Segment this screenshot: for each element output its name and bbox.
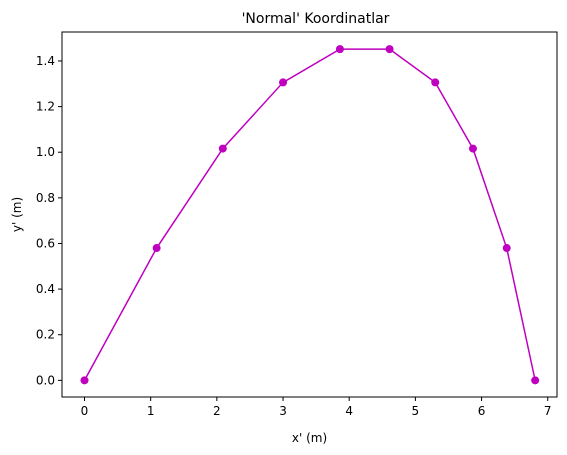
x-tick-label: 6 xyxy=(478,404,486,418)
x-axis-label: x' (m) xyxy=(292,431,327,445)
x-tick-label: 0 xyxy=(81,404,89,418)
y-tick-label: 0.2 xyxy=(36,328,55,342)
data-point xyxy=(218,144,227,153)
data-point xyxy=(468,144,477,153)
data-point xyxy=(502,244,511,253)
x-axis: 0 1 2 3 4 5 6 7 xyxy=(81,397,552,418)
data-point xyxy=(431,78,440,87)
y-axis-label: y' (m) xyxy=(10,197,24,232)
x-tick-label: 5 xyxy=(412,404,420,418)
x-tick-label: 4 xyxy=(345,404,353,418)
y-tick-label: 0.6 xyxy=(36,236,55,250)
y-tick-label: 0.8 xyxy=(36,191,55,205)
y-tick-label: 0.0 xyxy=(36,373,55,387)
x-tick-label: 7 xyxy=(544,404,552,418)
data-point xyxy=(385,45,394,54)
data-point xyxy=(531,376,540,385)
series-layer xyxy=(80,45,540,385)
x-tick-label: 3 xyxy=(279,404,287,418)
series-line xyxy=(83,48,536,381)
y-axis: 0.0 0.2 0.4 0.6 0.8 1.0 1.2 1.4 xyxy=(36,54,62,387)
data-point xyxy=(279,78,288,87)
y-tick-label: 1.2 xyxy=(36,100,55,114)
data-point xyxy=(335,45,344,54)
plot-frame xyxy=(61,31,558,398)
x-tick-label: 2 xyxy=(213,404,221,418)
data-point xyxy=(152,244,161,253)
data-point xyxy=(80,376,89,385)
y-tick-label: 1.0 xyxy=(36,145,55,159)
x-tick-label: 1 xyxy=(147,404,155,418)
y-tick-label: 1.4 xyxy=(36,54,55,68)
chart-title: 'Normal' Koordinatlar xyxy=(242,11,390,27)
y-tick-label: 0.4 xyxy=(36,282,55,296)
